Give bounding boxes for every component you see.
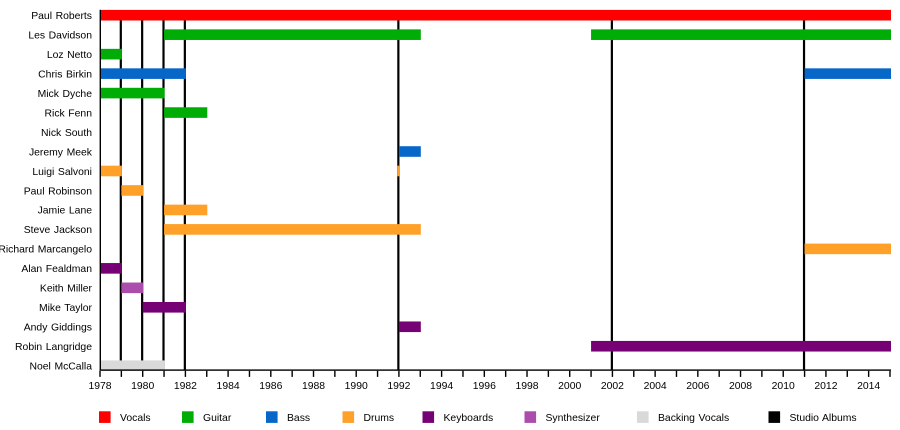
svg-text:2008: 2008 [729,381,752,392]
svg-text:Jeremy Meek: Jeremy Meek [29,147,93,158]
svg-text:Bass: Bass [287,413,310,424]
svg-text:Vocals: Vocals [120,413,151,424]
svg-text:2012: 2012 [814,381,837,392]
svg-text:Luigi Salvoni: Luigi Salvoni [32,167,92,178]
svg-text:1984: 1984 [217,381,240,392]
svg-text:Les Davidson: Les Davidson [28,30,92,41]
svg-text:Mike Taylor: Mike Taylor [39,303,93,314]
svg-text:Jamie Lane: Jamie Lane [38,206,93,217]
svg-text:1978: 1978 [88,381,111,392]
svg-text:Robin Langridge: Robin Langridge [15,342,92,353]
svg-text:Paul Robinson: Paul Robinson [24,186,93,197]
svg-text:1980: 1980 [131,381,154,392]
svg-text:Noel McCalla: Noel McCalla [30,362,93,373]
svg-text:2014: 2014 [857,381,880,392]
svg-text:Keith Miller: Keith Miller [40,284,93,295]
svg-text:Loz Netto: Loz Netto [47,50,92,61]
svg-text:Richard Marcangelo: Richard Marcangelo [0,245,92,256]
svg-text:2000: 2000 [558,381,581,392]
svg-text:Studio Albums: Studio Albums [790,413,857,424]
svg-text:Guitar: Guitar [203,413,232,424]
svg-text:Keyboards: Keyboards [444,413,494,424]
svg-text:Andy Giddings: Andy Giddings [24,323,92,334]
svg-text:1990: 1990 [345,381,368,392]
svg-text:2006: 2006 [686,381,709,392]
svg-text:Backing Vocals: Backing Vocals [658,413,729,424]
svg-text:2010: 2010 [772,381,795,392]
svg-text:1996: 1996 [473,381,496,392]
svg-text:Steve Jackson: Steve Jackson [24,225,92,236]
svg-text:1982: 1982 [174,381,197,392]
svg-text:Rick Fenn: Rick Fenn [45,108,93,119]
svg-text:2002: 2002 [601,381,624,392]
svg-text:Nick South: Nick South [41,128,92,139]
svg-text:1998: 1998 [515,381,538,392]
svg-text:Alan Fealdman: Alan Fealdman [21,264,92,275]
svg-text:1988: 1988 [302,381,325,392]
svg-text:1994: 1994 [430,381,453,392]
svg-text:Paul Roberts: Paul Roberts [31,11,92,22]
svg-text:2004: 2004 [644,381,667,392]
svg-text:Mick Dyche: Mick Dyche [38,89,93,100]
svg-text:Drums: Drums [364,413,395,424]
svg-text:1986: 1986 [259,381,282,392]
svg-text:Synthesizer: Synthesizer [546,413,601,424]
svg-text:Chris Birkin: Chris Birkin [38,69,92,80]
svg-text:1992: 1992 [387,381,410,392]
